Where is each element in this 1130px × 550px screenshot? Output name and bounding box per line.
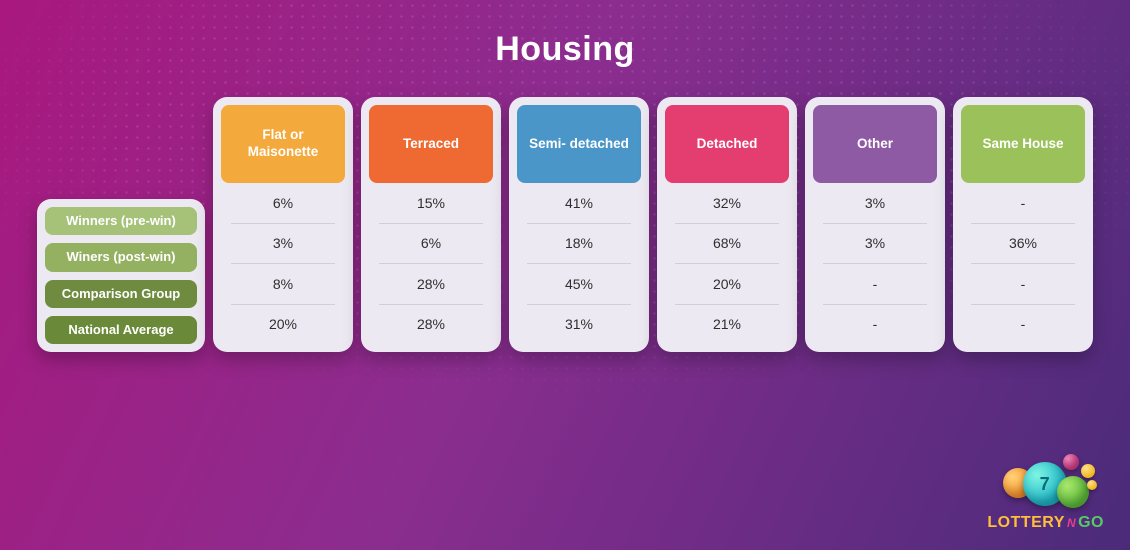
cell: 20% [675,264,779,305]
cell: - [823,305,927,345]
cell: 3% [823,183,927,224]
cell: - [971,305,1075,345]
cell: 28% [379,264,483,305]
cell: 21% [675,305,779,345]
col-terraced: Terraced 15% 6% 28% 28% [361,97,501,352]
logo-balls-icon: 7 [1001,450,1091,512]
col-same-house: Same House - 36% - - [953,97,1093,352]
cell: 45% [527,264,631,305]
row-label-winners-pre: Winners (pre-win) [45,207,197,235]
cell: 18% [527,224,631,265]
col-header: Same House [961,105,1085,183]
cell: 36% [971,224,1075,265]
row-label-national-average: National Average [45,316,197,344]
col-flat-maisonette: Flat or Maisonette 6% 3% 8% 20% [213,97,353,352]
cell: 68% [675,224,779,265]
cell: - [971,183,1075,224]
cell: 15% [379,183,483,224]
cell: 6% [231,183,335,224]
page-title: Housing [0,0,1130,69]
cell: - [823,264,927,305]
col-other: Other 3% 3% - - [805,97,945,352]
col-header: Flat or Maisonette [221,105,345,183]
cell: 8% [231,264,335,305]
row-label-winners-post: Winers (post-win) [45,243,197,271]
col-header: Semi- detached [517,105,641,183]
col-detached: Detached 32% 68% 20% 21% [657,97,797,352]
col-header: Other [813,105,937,183]
cell: 32% [675,183,779,224]
cell: 3% [231,224,335,265]
housing-table: Winners (pre-win) Winers (post-win) Comp… [37,97,1093,352]
col-semi-detached: Semi- detached 41% 18% 45% 31% [509,97,649,352]
row-labels-panel: Winners (pre-win) Winers (post-win) Comp… [37,199,205,352]
row-label-comparison-group: Comparison Group [45,280,197,308]
cell: 20% [231,305,335,345]
col-header: Terraced [369,105,493,183]
cell: 28% [379,305,483,345]
logo-wordmark: LOTTERYNGO [987,514,1104,532]
cell: - [971,264,1075,305]
cell: 31% [527,305,631,345]
cell: 3% [823,224,927,265]
lottery-n-go-logo: 7 LOTTERYNGO [987,450,1104,532]
cell: 41% [527,183,631,224]
col-header: Detached [665,105,789,183]
cell: 6% [379,224,483,265]
